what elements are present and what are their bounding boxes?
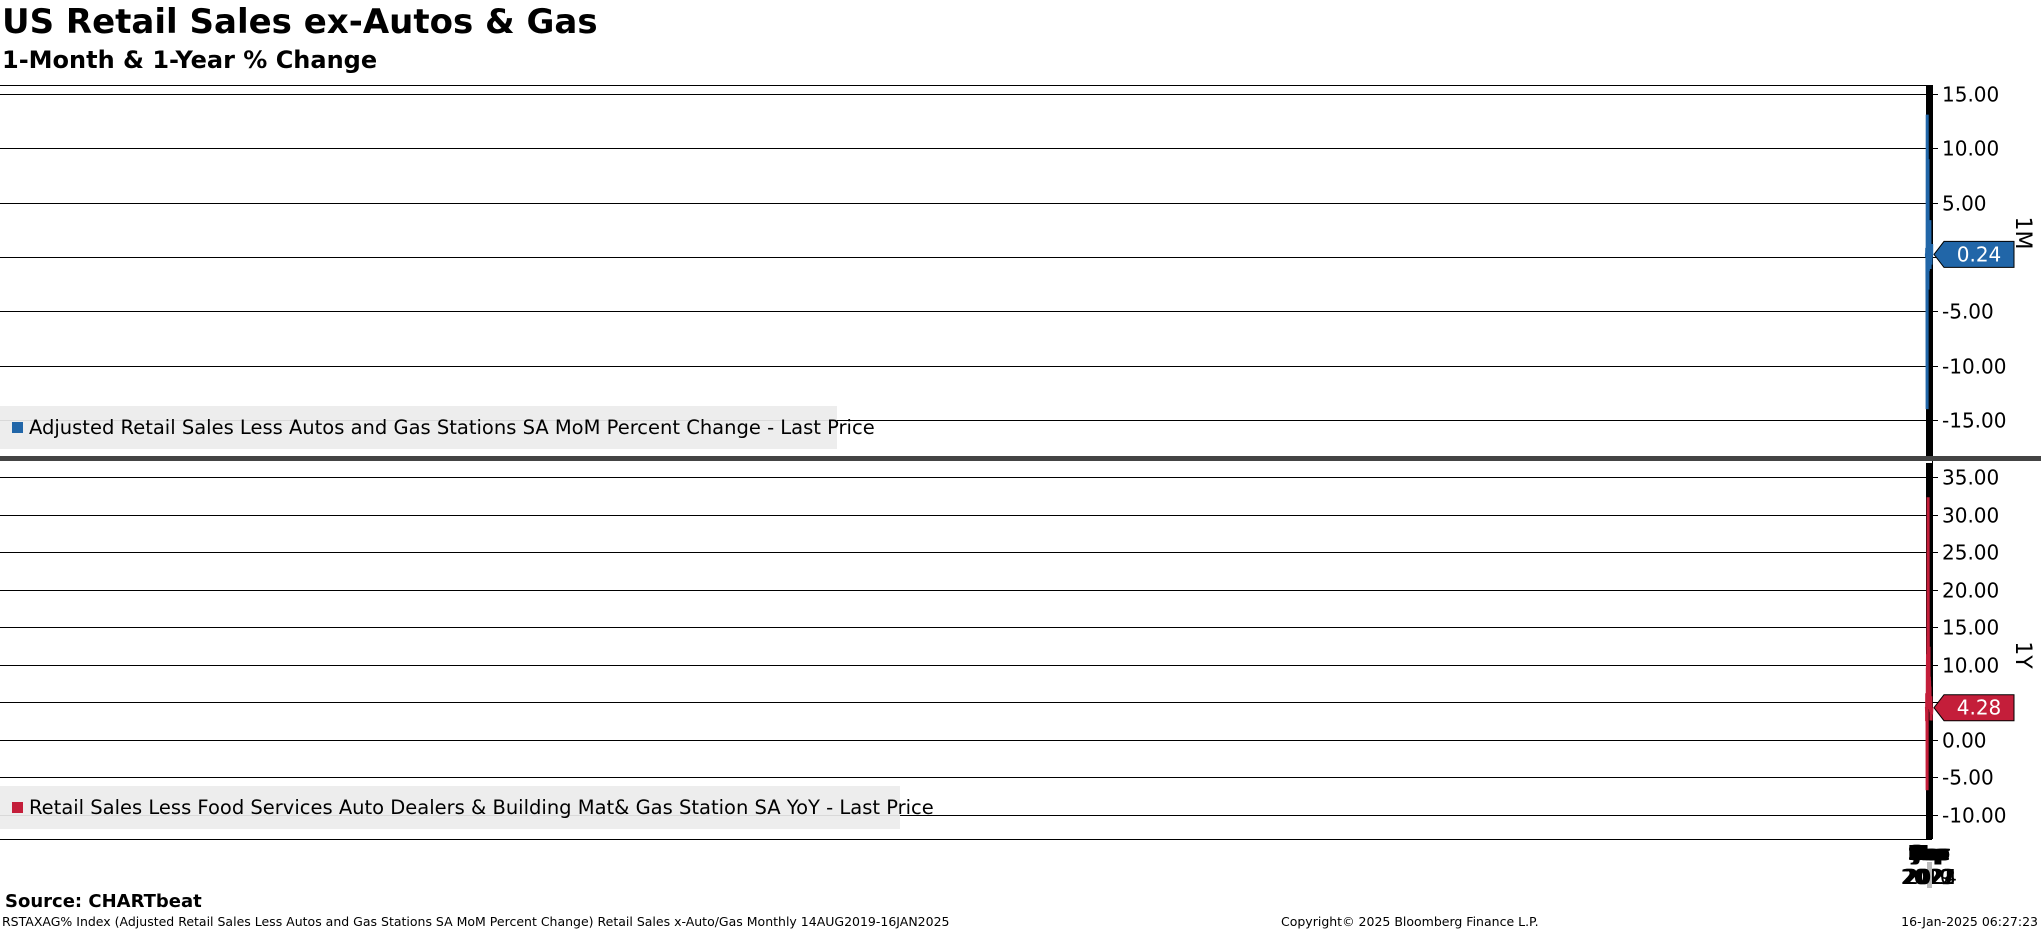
x-month-label: Jun (1910, 841, 1943, 865)
x-axis: SepDecMarJunSepDecMarJunSepDecMarJunSepD… (0, 839, 1957, 889)
chart-subtitle: 1-Month & 1-Year % Change (2, 46, 378, 74)
axis-side-label: 1M (2010, 217, 2035, 250)
y-tick-label: -5.00 (1942, 300, 1994, 324)
series-line-bottom (1924, 497, 1934, 791)
legend-label: Adjusted Retail Sales Less Autos and Gas… (29, 416, 875, 439)
last-value-label: 0.24 (1957, 242, 2002, 266)
y-tick-label: 10.00 (1942, 137, 1999, 161)
x-month-label: Sep (1911, 841, 1949, 865)
x-month-label: Mar (1911, 841, 1950, 865)
x-month-label: Dec (1908, 841, 1947, 865)
copyright-note: Copyright© 2025 Bloomberg Finance L.P. (1281, 914, 1539, 929)
x-year-label: 2023 (1905, 865, 1956, 889)
x-month-label: Jun (1914, 841, 1947, 865)
index-note: RSTAXAG% Index (Adjusted Retail Sales Le… (2, 914, 950, 929)
x-year-label: 2021 (1903, 865, 1954, 889)
panel-top: 15.00 10.00 5.00 -5.00 -10.00 -15.00 0.24 1M Adj… (0, 83, 2035, 457)
y-tick-label: 10.00 (1942, 654, 1999, 678)
y-tick-label: 15.00 (1942, 83, 1999, 107)
x-month-label: Sep (1909, 841, 1947, 865)
y-tick-label: -15.00 (1942, 409, 2006, 433)
y-tick-label: -10.00 (1942, 355, 2006, 379)
y-tick-label: 20.00 (1942, 579, 1999, 603)
x-month-label: Dec (1910, 841, 1949, 865)
x-month-label: Dec (1909, 841, 1948, 865)
panel-bottom: 35.00 30.00 25.00 20.00 15.00 10.00 0.00 -5.00 -… (0, 463, 2035, 839)
legend-swatch (12, 802, 23, 813)
last-value-tag (1933, 240, 2015, 268)
legend-box (0, 786, 900, 829)
chart-title: US Retail Sales ex-Autos & Gas (2, 2, 598, 42)
legend-label: Retail Sales Less Food Services Auto Dea… (29, 796, 934, 819)
x-month-label: Jun (1913, 841, 1946, 865)
x-month-label: Mar (1908, 841, 1947, 865)
y-tick-label: 5.00 (1942, 192, 1987, 216)
last-value-label: 4.28 (1957, 696, 2002, 720)
source-note: Source: CHARTbeat (5, 891, 202, 912)
y-tick-label: 25.00 (1942, 541, 1999, 565)
x-month-label: Sep (1908, 841, 1946, 865)
y-tick-label: 35.00 (1942, 466, 1999, 490)
x-month-label: Mar (1912, 841, 1951, 865)
x-year-label: 2024 (1906, 865, 1957, 889)
series-line-top (1924, 114, 1934, 410)
x-month-label: Mar (1910, 841, 1949, 865)
timestamp: 16-Jan-2025 06:27:23 (1901, 914, 2038, 929)
x-month-label: Sep (1910, 841, 1948, 865)
x-year-label: 2022 (1904, 865, 1955, 889)
x-year-label: 2020 (1902, 865, 1953, 889)
x-month-label: Dec (1907, 841, 1946, 865)
x-month-label: Dec (1912, 841, 1951, 865)
last-value-tag (1933, 694, 2015, 722)
x-month-label: Sep (1912, 841, 1950, 865)
y-tick-label: 30.00 (1942, 504, 1999, 528)
axis-side-label: 1Y (2010, 641, 2035, 669)
y-tick-label: 15.00 (1942, 616, 1999, 640)
x-month-label: Mar (1909, 841, 1948, 865)
x-month-label: Sep (1913, 841, 1951, 865)
legend-top: Adjusted Retail Sales Less Autos and Gas… (0, 406, 875, 449)
y-tick-label: -5.00 (1942, 766, 1994, 790)
x-month-label: Jun (1911, 841, 1944, 865)
y-tick-label: -10.00 (1942, 804, 2006, 828)
legend-bottom: Retail Sales Less Food Services Auto Dea… (0, 786, 934, 829)
legend-box (0, 406, 837, 449)
y-tick-label: 0.00 (1942, 729, 1987, 753)
legend-swatch (12, 422, 23, 433)
x-month-label: Jun (1912, 841, 1945, 865)
panel-divider (0, 456, 2041, 461)
x-year-label: 2019 (1901, 865, 1952, 889)
